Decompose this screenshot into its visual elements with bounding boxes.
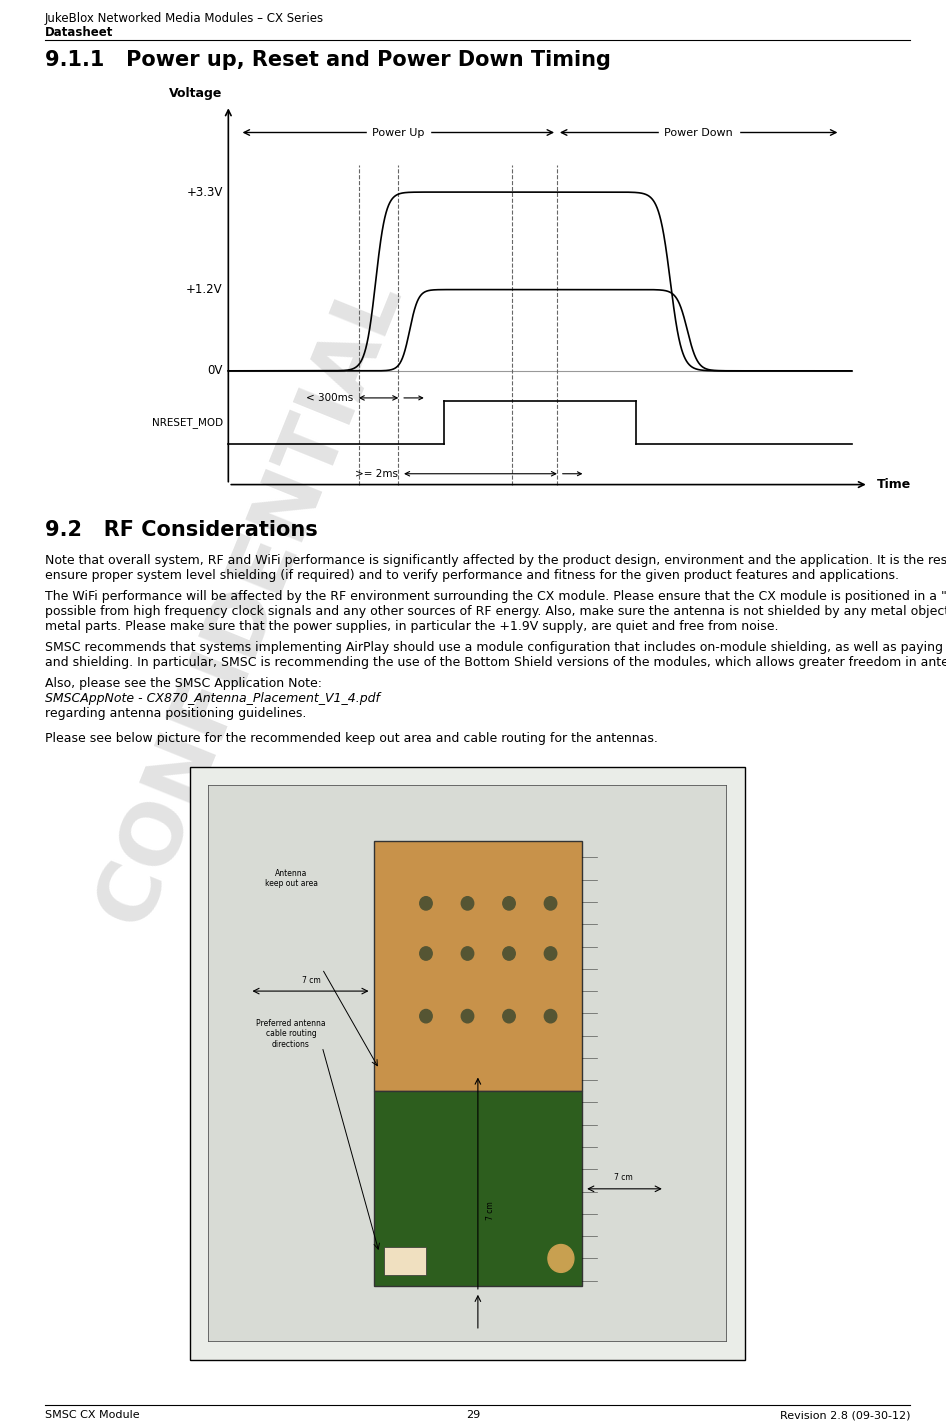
Text: and shielding. In particular, SMSC is recommending the use of the Bottom Shield : and shielding. In particular, SMSC is re… xyxy=(45,656,946,669)
Text: Time: Time xyxy=(877,478,911,491)
Text: SMSCAppNote - CX870_Antenna_Placement_V1_4.pdf: SMSCAppNote - CX870_Antenna_Placement_V1… xyxy=(45,692,380,705)
Text: Please see below picture for the recommended keep out area and cable routing for: Please see below picture for the recomme… xyxy=(45,732,657,745)
Text: Antenna
keep out area: Antenna keep out area xyxy=(265,869,318,888)
Circle shape xyxy=(462,896,474,910)
Text: Preferred antenna
cable routing
directions: Preferred antenna cable routing directio… xyxy=(256,1019,325,1049)
Text: Voltage: Voltage xyxy=(169,87,222,100)
Text: Revision 2.8 (09-30-12): Revision 2.8 (09-30-12) xyxy=(780,1410,910,1420)
Bar xyxy=(190,766,745,1360)
Text: CONFIDENTIAL: CONFIDENTIAL xyxy=(83,264,417,936)
Text: +3.3V: +3.3V xyxy=(186,186,222,198)
Text: JukeBlox Networked Media Modules – CX Series: JukeBlox Networked Media Modules – CX Se… xyxy=(45,11,324,26)
Text: 9.1.1   Power up, Reset and Power Down Timing: 9.1.1 Power up, Reset and Power Down Tim… xyxy=(45,50,611,70)
Circle shape xyxy=(548,1244,574,1273)
Text: NRESET_MOD: NRESET_MOD xyxy=(151,417,222,428)
Circle shape xyxy=(462,1009,474,1023)
Text: Also, please see the SMSC Application Note:: Also, please see the SMSC Application No… xyxy=(45,676,322,691)
Circle shape xyxy=(420,896,432,910)
Text: >= 2ms: >= 2ms xyxy=(356,468,398,478)
Text: Power Down: Power Down xyxy=(664,127,733,137)
Circle shape xyxy=(544,946,557,960)
Text: Note that overall system, RF and WiFi performance is significantly affected by t: Note that overall system, RF and WiFi pe… xyxy=(45,554,946,567)
Text: SMSC recommends that systems implementing AirPlay should use a module configurat: SMSC recommends that systems implementin… xyxy=(45,641,946,654)
Text: possible from high frequency clock signals and any other sources of RF energy. A: possible from high frequency clock signa… xyxy=(45,605,946,618)
Text: +1.2V: +1.2V xyxy=(186,283,222,295)
Circle shape xyxy=(420,946,432,960)
Text: Datasheet: Datasheet xyxy=(45,26,114,39)
Text: 7 cm: 7 cm xyxy=(303,976,322,985)
Bar xyxy=(374,841,582,1092)
Text: metal parts. Please make sure that the power supplies, in particular the +1.9V s: metal parts. Please make sure that the p… xyxy=(45,619,779,634)
Text: regarding antenna positioning guidelines.: regarding antenna positioning guidelines… xyxy=(45,706,307,721)
Text: SMSC CX Module: SMSC CX Module xyxy=(45,1410,140,1420)
Text: 7 cm: 7 cm xyxy=(485,1202,495,1220)
Text: Power Up: Power Up xyxy=(372,127,425,137)
Text: ensure proper system level shielding (if required) and to verify performance and: ensure proper system level shielding (if… xyxy=(45,569,899,582)
Circle shape xyxy=(502,896,516,910)
Text: 29: 29 xyxy=(465,1410,481,1420)
Circle shape xyxy=(420,1009,432,1023)
Circle shape xyxy=(462,946,474,960)
Text: The WiFi performance will be affected by the RF environment surrounding the CX m: The WiFi performance will be affected by… xyxy=(45,589,946,604)
Circle shape xyxy=(502,946,516,960)
Text: < 300ms: < 300ms xyxy=(306,392,353,402)
Text: 7 cm: 7 cm xyxy=(614,1173,633,1183)
Circle shape xyxy=(544,1009,557,1023)
Bar xyxy=(384,1247,426,1276)
Circle shape xyxy=(502,1009,516,1023)
Text: 9.2   RF Considerations: 9.2 RF Considerations xyxy=(45,519,318,539)
Text: 0V: 0V xyxy=(207,364,222,377)
Circle shape xyxy=(544,896,557,910)
Bar xyxy=(374,1092,582,1286)
